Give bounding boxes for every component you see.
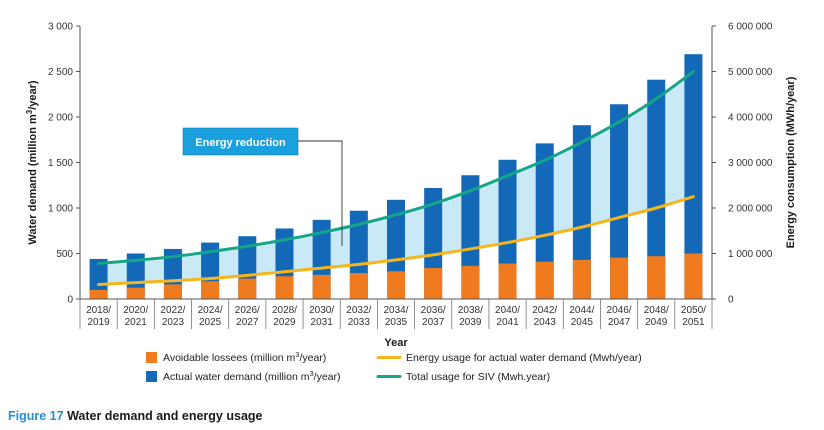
x-axis-title: Year <box>384 337 408 349</box>
avoidable-loss-bar-8 <box>387 271 405 299</box>
avoidable-loss-bar-5 <box>275 276 294 299</box>
actual-demand-bar-13 <box>572 125 591 299</box>
avoidable-loss-bar-1 <box>126 287 145 299</box>
legend-label-3: Total usage for SIV (Mwh.year) <box>406 371 550 383</box>
left-tick-label-3: 1 500 <box>48 158 73 169</box>
left-tick-label-0: 0 <box>67 295 73 306</box>
annotation-label: Energy reduction <box>195 137 286 149</box>
x-tick-label-12: 2042/2043 <box>532 305 557 328</box>
x-tick-label-14: 2046/2047 <box>607 305 632 328</box>
avoidable-loss-bar-10 <box>461 265 480 299</box>
left-tick-label-6: 3 000 <box>48 22 73 33</box>
avoidable-loss-bar-6 <box>312 274 331 299</box>
right-tick-label-1: 1 000 000 <box>728 249 773 260</box>
avoidable-loss-bar-13 <box>572 259 591 299</box>
avoidable-loss-bar-16 <box>684 253 703 299</box>
x-tick-label-2: 2022/2023 <box>160 305 185 328</box>
right-tick-label-0: 0 <box>728 295 734 306</box>
x-tick-label-7: 2032/2033 <box>346 305 371 328</box>
avoidable-loss-bar-4 <box>238 278 257 299</box>
figure-number: Figure 17 <box>8 409 64 423</box>
actual-demand-bar-0 <box>89 258 108 299</box>
annotation-box <box>182 127 299 156</box>
avoidable-loss-bar-3 <box>201 281 220 299</box>
x-tick-label-15: 2048/2049 <box>644 305 669 328</box>
actual-demand-bar-15 <box>647 79 666 299</box>
x-tick-label-4: 2026/2027 <box>235 305 260 328</box>
annotation-connector <box>298 140 343 246</box>
x-tick-label-3: 2024/2025 <box>198 305 223 328</box>
avoidable-loss-bar-11 <box>498 263 517 299</box>
right-tick-label-6: 6 000 000 <box>728 22 773 33</box>
left-tick-label-4: 2 000 <box>48 113 73 124</box>
avoidable-loss-bar-9 <box>424 268 443 299</box>
right-tick-label-4: 4 000 000 <box>728 113 773 124</box>
right-axis-title: Energy consumption (MWh/year) <box>785 76 797 248</box>
total-siv-line <box>97 70 695 266</box>
left-tick-label-5: 2 500 <box>48 67 73 78</box>
water-energy-chart: 0 500 1 000 1 500 2 000 2 500 3 000 0 1 000 000 2… <box>25 22 797 384</box>
x-tick-label-5: 2028/2029 <box>272 305 297 328</box>
actual-demand-bar-12 <box>535 143 554 299</box>
x-tick-label-9: 2036/2037 <box>421 305 446 328</box>
left-tick-label-1: 500 <box>56 249 73 260</box>
legend-swatch-2 <box>146 371 157 382</box>
x-tick-label-13: 2044/2045 <box>569 305 594 328</box>
x-tick-label-6: 2030/2031 <box>309 305 334 328</box>
figure-caption: Figure 17 Water demand and energy usage <box>8 409 263 423</box>
x-tick-label-1: 2020/2021 <box>123 305 148 328</box>
avoidable-loss-bar-12 <box>535 261 554 299</box>
left-axis-title: Water demand (million m3/year) <box>25 80 39 245</box>
actual-demand-bar-16 <box>684 54 703 300</box>
x-tick-label-11: 2040/2041 <box>495 305 520 328</box>
x-tick-label-0: 2018/2019 <box>86 305 111 328</box>
avoidable-loss-bar-14 <box>610 257 629 299</box>
legend-label-1: Energy usage for actual water demand (Mw… <box>406 352 642 364</box>
x-tick-label-16: 2050/2051 <box>681 305 706 328</box>
avoidable-loss-bar-15 <box>647 256 666 299</box>
right-tick-label-5: 5 000 000 <box>728 67 773 78</box>
energy-actual-line <box>97 195 695 286</box>
right-tick-label-3: 3 000 000 <box>728 158 773 169</box>
avoidable-loss-bar-2 <box>163 284 182 299</box>
right-tick-label-2: 2 000 000 <box>728 204 773 215</box>
avoidable-loss-bar-7 <box>349 273 368 299</box>
legend-swatch-0 <box>146 352 157 363</box>
avoidable-loss-bar-0 <box>89 289 108 299</box>
actual-demand-bar-14 <box>610 104 629 299</box>
x-tick-label-8: 2034/2035 <box>383 305 408 328</box>
legend-label-0: Avoidable lossees (million m3/year) <box>163 350 326 364</box>
left-tick-label-2: 1 000 <box>48 204 73 215</box>
figure-title: Water demand and energy usage <box>67 409 263 423</box>
legend-label-2: Actual water demand (million m3/year) <box>163 369 341 383</box>
x-tick-label-10: 2038/2039 <box>458 305 483 328</box>
